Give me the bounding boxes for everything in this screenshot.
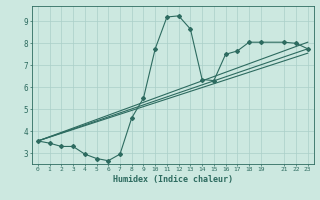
X-axis label: Humidex (Indice chaleur): Humidex (Indice chaleur) xyxy=(113,175,233,184)
